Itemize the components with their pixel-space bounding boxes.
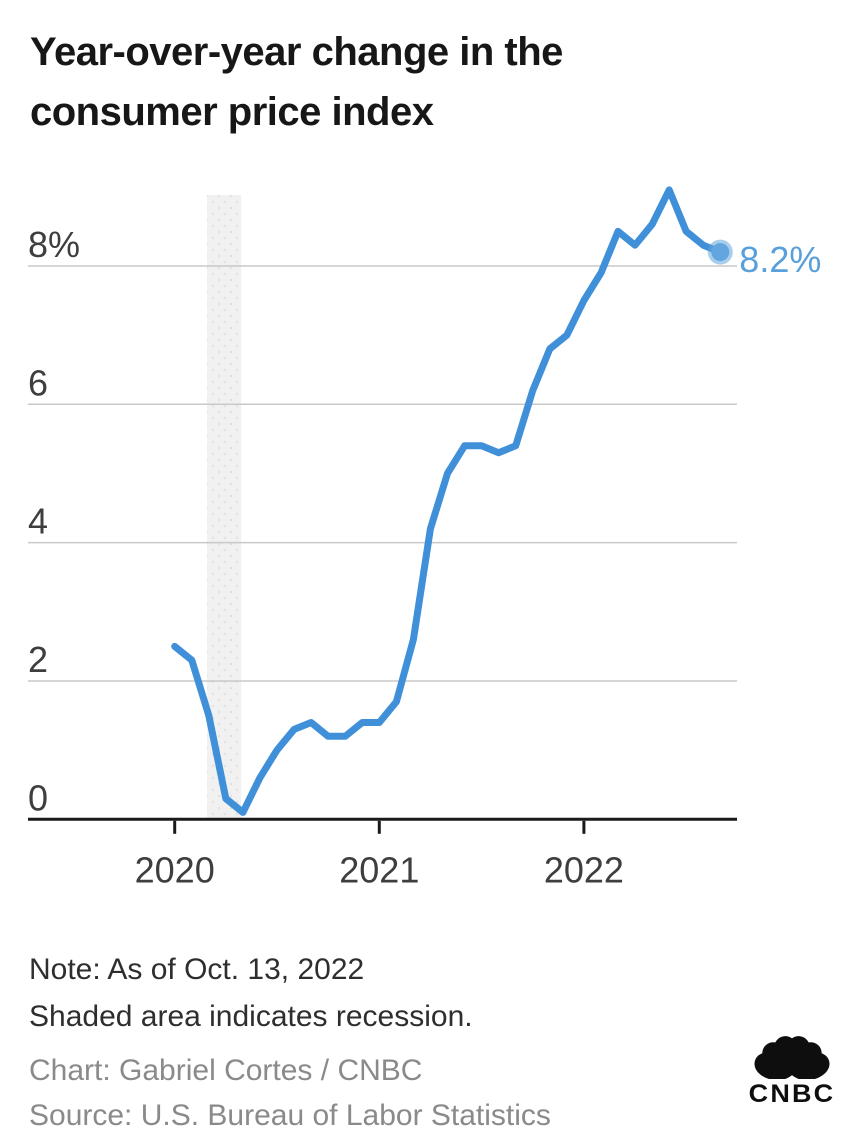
chart-credits: Chart: Gabriel Cortes / CNBC Source: U.S… — [29, 1048, 551, 1138]
chart-title-line-1: Year-over-year change in the — [30, 30, 563, 74]
x-axis-label-2020: 2020 — [135, 849, 215, 890]
y-axis-label-6: 6 — [28, 362, 48, 403]
note-line-1: Note: As of Oct. 13, 2022 — [29, 953, 365, 986]
end-point-dot — [711, 243, 730, 262]
y-axis-label-8: 8% — [28, 224, 80, 265]
peacock-feather-6 — [792, 1052, 830, 1079]
chart-title: Year-over-year change in the consumer pr… — [30, 22, 563, 142]
chart-title-line-2: consumer price index — [30, 90, 434, 134]
recession-band — [207, 195, 242, 820]
cnbc-wordmark: CNBC — [748, 1080, 836, 1108]
cnbc-logo: CNBC — [744, 1032, 840, 1109]
credit-chart-author: Chart: Gabriel Cortes / CNBC — [29, 1054, 423, 1087]
y-axis-label-0: 0 — [28, 777, 48, 818]
y-axis-label-4: 4 — [28, 501, 48, 542]
peacock-icon — [754, 1036, 830, 1079]
note-line-2: Shaded area indicates recession. — [29, 1000, 473, 1033]
cpi-line — [171, 186, 724, 816]
chart-notes: Note: As of Oct. 13, 2022 Shaded area in… — [29, 946, 473, 1040]
y-axis-label-2: 2 — [28, 639, 48, 680]
x-axis-label-2022: 2022 — [544, 849, 624, 890]
end-value-label: 8.2% — [739, 239, 821, 280]
credit-source: Source: U.S. Bureau of Labor Statistics — [29, 1099, 551, 1132]
x-axis-label-2021: 2021 — [339, 849, 419, 890]
